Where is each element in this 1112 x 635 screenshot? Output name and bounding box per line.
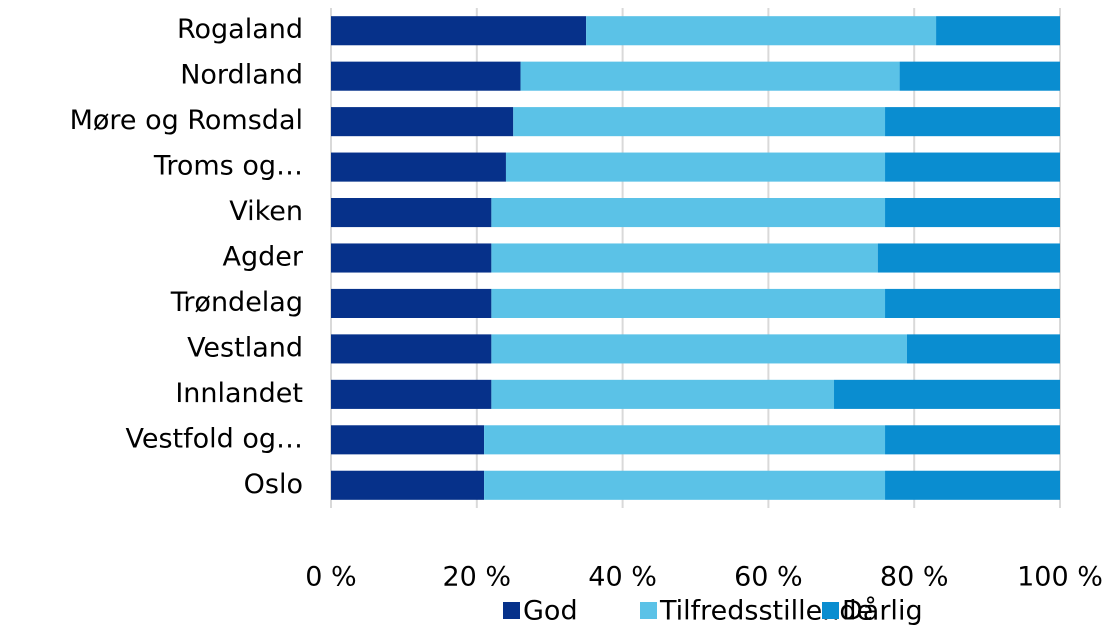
bar-segment	[885, 152, 1060, 182]
legend-label: Dårlig	[842, 596, 923, 627]
bar-segment	[936, 16, 1060, 46]
bar-segment	[505, 152, 886, 182]
bar-segment	[906, 334, 1060, 364]
bar-segment	[331, 470, 485, 500]
x-tick-label: 0 %	[305, 562, 356, 593]
bar-segment	[885, 288, 1060, 318]
bar-segment	[491, 334, 907, 364]
bar-segment	[331, 288, 492, 318]
bar-segment	[331, 243, 492, 273]
bar-segment	[513, 107, 886, 137]
x-tick-label: 60 %	[734, 562, 803, 593]
bar-segment	[491, 243, 878, 273]
bar-segment	[484, 425, 886, 455]
y-tick-label: Rogaland	[177, 14, 303, 45]
bar-segment	[331, 334, 492, 364]
y-tick-label: Nordland	[180, 60, 303, 91]
x-tick-label: 100 %	[1017, 562, 1103, 593]
bar-segment	[331, 107, 514, 137]
y-tick-label: Troms og…	[153, 151, 303, 182]
y-tick-label: Trøndelag	[170, 287, 303, 318]
bar-segment	[491, 198, 886, 228]
bar-segment	[885, 107, 1060, 137]
bar-segment	[586, 16, 937, 46]
y-tick-label: Viken	[229, 196, 303, 227]
bar-segment	[331, 16, 587, 46]
y-tick-label: Oslo	[244, 469, 303, 500]
bar-segment	[491, 288, 886, 318]
bar-segment	[331, 61, 521, 91]
bar-segment	[885, 470, 1060, 500]
bar-segment	[331, 425, 485, 455]
bar-segment	[331, 379, 492, 409]
bar-segment	[885, 198, 1060, 228]
x-tick-label: 20 %	[442, 562, 511, 593]
bar-segment	[885, 425, 1060, 455]
y-tick-label: Vestland	[187, 332, 303, 363]
x-tick-label: 80 %	[880, 562, 949, 593]
x-tick-label: 40 %	[588, 562, 657, 593]
y-tick-label: Vestfold og…	[125, 423, 303, 454]
bar-segment	[484, 470, 886, 500]
y-tick-label: Innlandet	[175, 378, 303, 409]
bar-segment	[331, 152, 506, 182]
bar-segment	[520, 61, 900, 91]
bar-segment	[877, 243, 1060, 273]
legend-label: God	[523, 596, 578, 627]
y-tick-label: Agder	[223, 242, 304, 273]
legend-swatch	[503, 602, 520, 619]
bar-segment	[834, 379, 1060, 409]
bar-segment	[331, 198, 492, 228]
bar-segment	[491, 379, 835, 409]
y-tick-label: Møre og Romsdal	[70, 105, 303, 136]
bar-segment	[899, 61, 1060, 91]
legend-swatch	[640, 602, 657, 619]
legend-swatch	[822, 602, 839, 619]
